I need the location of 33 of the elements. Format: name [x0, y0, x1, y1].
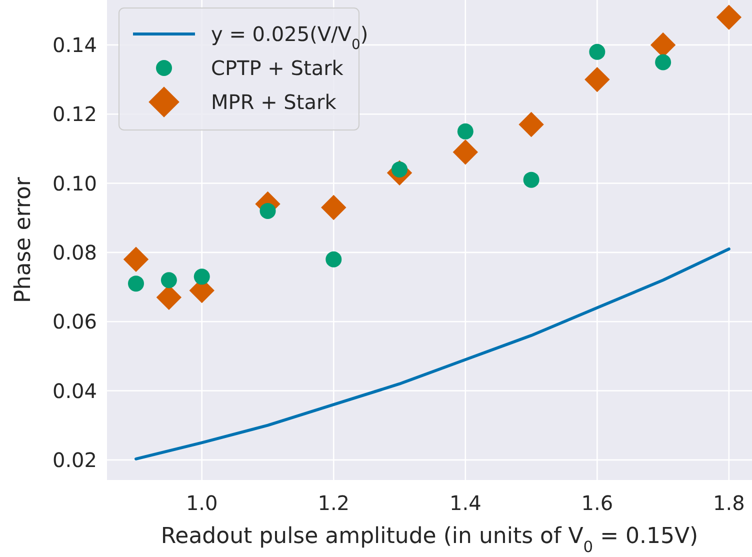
x-tick-label: 1.6 [581, 491, 614, 515]
y-tick-label: 0.14 [52, 32, 97, 57]
y-tick-label: 0.10 [52, 171, 97, 196]
point [260, 202, 276, 219]
x-tick-label: 1.4 [450, 491, 482, 515]
legend-label: CPTP + Stark [211, 56, 344, 80]
y-tick-label: 0.06 [52, 310, 97, 334]
point [518, 112, 544, 138]
legend-label: y = 0.025(V/V$_{0}$) [211, 22, 368, 53]
point [123, 246, 149, 272]
point [716, 4, 742, 30]
x-tick-label: 1.0 [186, 491, 218, 515]
point [452, 140, 478, 165]
x-tick-label: 1.2 [318, 491, 350, 515]
point [589, 44, 606, 60]
point [326, 251, 342, 268]
y-tick-label: 0.02 [52, 448, 97, 472]
legend-label: MPR + Stark [211, 90, 337, 114]
point [128, 276, 144, 292]
point [194, 268, 210, 285]
x-tick-label: 1.8 [713, 491, 745, 515]
line-series [134, 247, 730, 460]
y-tick-label: 0.12 [52, 102, 97, 126]
y-axis-title: Phase error [11, 176, 36, 303]
point [160, 272, 177, 288]
point [655, 54, 672, 70]
point [523, 172, 540, 188]
point [584, 66, 610, 92]
point [321, 194, 346, 220]
x-axis-title: Readout pulse amplitude (in units of V$_{0}$ = 0.15V) [160, 524, 698, 556]
y-tick-label: 0.08 [52, 240, 97, 264]
y-tick-label: 0.04 [52, 378, 97, 403]
point [457, 123, 474, 140]
